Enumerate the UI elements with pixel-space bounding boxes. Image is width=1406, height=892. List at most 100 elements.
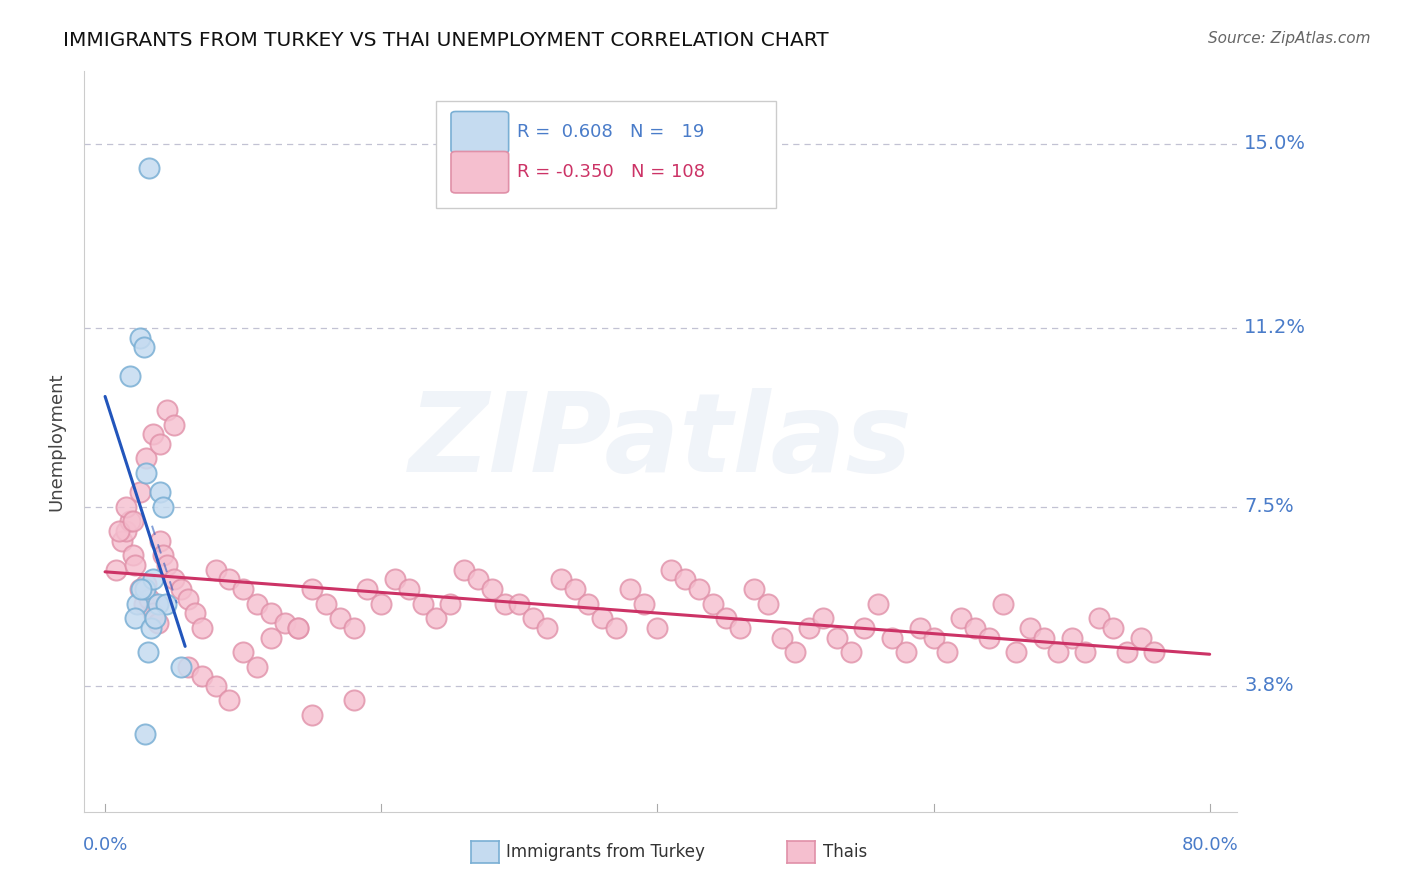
Text: R =  0.608   N =   19: R = 0.608 N = 19: [517, 123, 704, 141]
FancyBboxPatch shape: [451, 112, 509, 153]
Point: [329, 611, 352, 625]
Point: [260, 607, 283, 621]
Text: 0.0%: 0.0%: [83, 836, 128, 854]
Point: [785, 645, 807, 659]
Text: ZIPatlas: ZIPatlas: [409, 388, 912, 495]
Point: [108, 524, 131, 538]
Point: [412, 597, 434, 611]
Point: [134, 727, 156, 741]
Point: [149, 533, 172, 548]
Point: [135, 466, 157, 480]
Point: [425, 611, 447, 625]
Point: [825, 631, 848, 645]
Point: [467, 573, 489, 587]
Point: [564, 582, 586, 596]
Point: [922, 631, 945, 645]
Point: [146, 597, 169, 611]
Point: [1033, 631, 1056, 645]
Point: [1074, 645, 1097, 659]
Point: [273, 615, 295, 630]
Point: [118, 369, 141, 384]
Point: [124, 611, 146, 625]
Point: [218, 693, 240, 707]
Point: [880, 631, 903, 645]
Point: [177, 659, 200, 673]
Point: [163, 573, 186, 587]
Point: [156, 558, 179, 572]
Text: Source: ZipAtlas.com: Source: ZipAtlas.com: [1208, 31, 1371, 46]
Point: [218, 573, 240, 587]
Text: 7.5%: 7.5%: [1244, 498, 1294, 516]
Point: [1102, 621, 1125, 635]
Point: [149, 437, 172, 451]
Point: [1005, 645, 1028, 659]
FancyBboxPatch shape: [451, 152, 509, 193]
Point: [146, 615, 169, 630]
Text: 3.8%: 3.8%: [1244, 676, 1294, 696]
Point: [152, 500, 174, 514]
Point: [977, 631, 1000, 645]
Point: [190, 669, 212, 683]
Point: [839, 645, 862, 659]
FancyBboxPatch shape: [436, 101, 776, 209]
Point: [301, 708, 323, 723]
Point: [170, 582, 193, 596]
Point: [522, 611, 544, 625]
Point: [728, 621, 751, 635]
Point: [134, 582, 156, 596]
Point: [142, 607, 165, 621]
Point: [702, 597, 724, 611]
Point: [287, 621, 309, 635]
Point: [659, 563, 682, 577]
Point: [536, 621, 558, 635]
Point: [125, 597, 148, 611]
Point: [991, 597, 1014, 611]
Point: [177, 591, 200, 606]
Point: [799, 621, 821, 635]
Point: [114, 524, 136, 538]
Point: [619, 582, 641, 596]
Point: [114, 500, 136, 514]
Point: [673, 573, 696, 587]
Point: [246, 597, 269, 611]
Point: [204, 563, 226, 577]
Point: [770, 631, 793, 645]
Point: [232, 645, 254, 659]
Point: [118, 515, 141, 529]
Point: [439, 597, 461, 611]
Point: [184, 607, 207, 621]
Point: [508, 597, 530, 611]
Point: [135, 577, 157, 591]
Point: [384, 573, 406, 587]
Point: [936, 645, 959, 659]
Point: [142, 573, 165, 587]
Point: [138, 161, 160, 175]
Point: [155, 597, 177, 611]
Point: [756, 597, 779, 611]
Point: [128, 485, 150, 500]
Point: [139, 621, 162, 635]
Text: IMMIGRANTS FROM TURKEY VS THAI UNEMPLOYMENT CORRELATION CHART: IMMIGRANTS FROM TURKEY VS THAI UNEMPLOYM…: [63, 31, 830, 50]
Point: [315, 597, 337, 611]
Point: [149, 485, 172, 500]
Point: [1115, 645, 1137, 659]
Point: [232, 582, 254, 596]
Point: [190, 621, 212, 635]
Point: [398, 582, 420, 596]
Point: [908, 621, 931, 635]
Point: [170, 659, 193, 673]
Point: [342, 693, 364, 707]
Point: [647, 621, 669, 635]
Point: [135, 451, 157, 466]
Point: [963, 621, 986, 635]
Point: [152, 548, 174, 562]
Point: [1046, 645, 1069, 659]
Point: [143, 611, 166, 625]
Text: 80.0%: 80.0%: [1181, 836, 1239, 854]
Text: Thais: Thais: [823, 843, 866, 861]
Point: [356, 582, 378, 596]
Text: Unemployment: Unemployment: [48, 372, 66, 511]
Point: [163, 417, 186, 432]
Text: Immigrants from Turkey: Immigrants from Turkey: [506, 843, 704, 861]
Point: [128, 330, 150, 344]
